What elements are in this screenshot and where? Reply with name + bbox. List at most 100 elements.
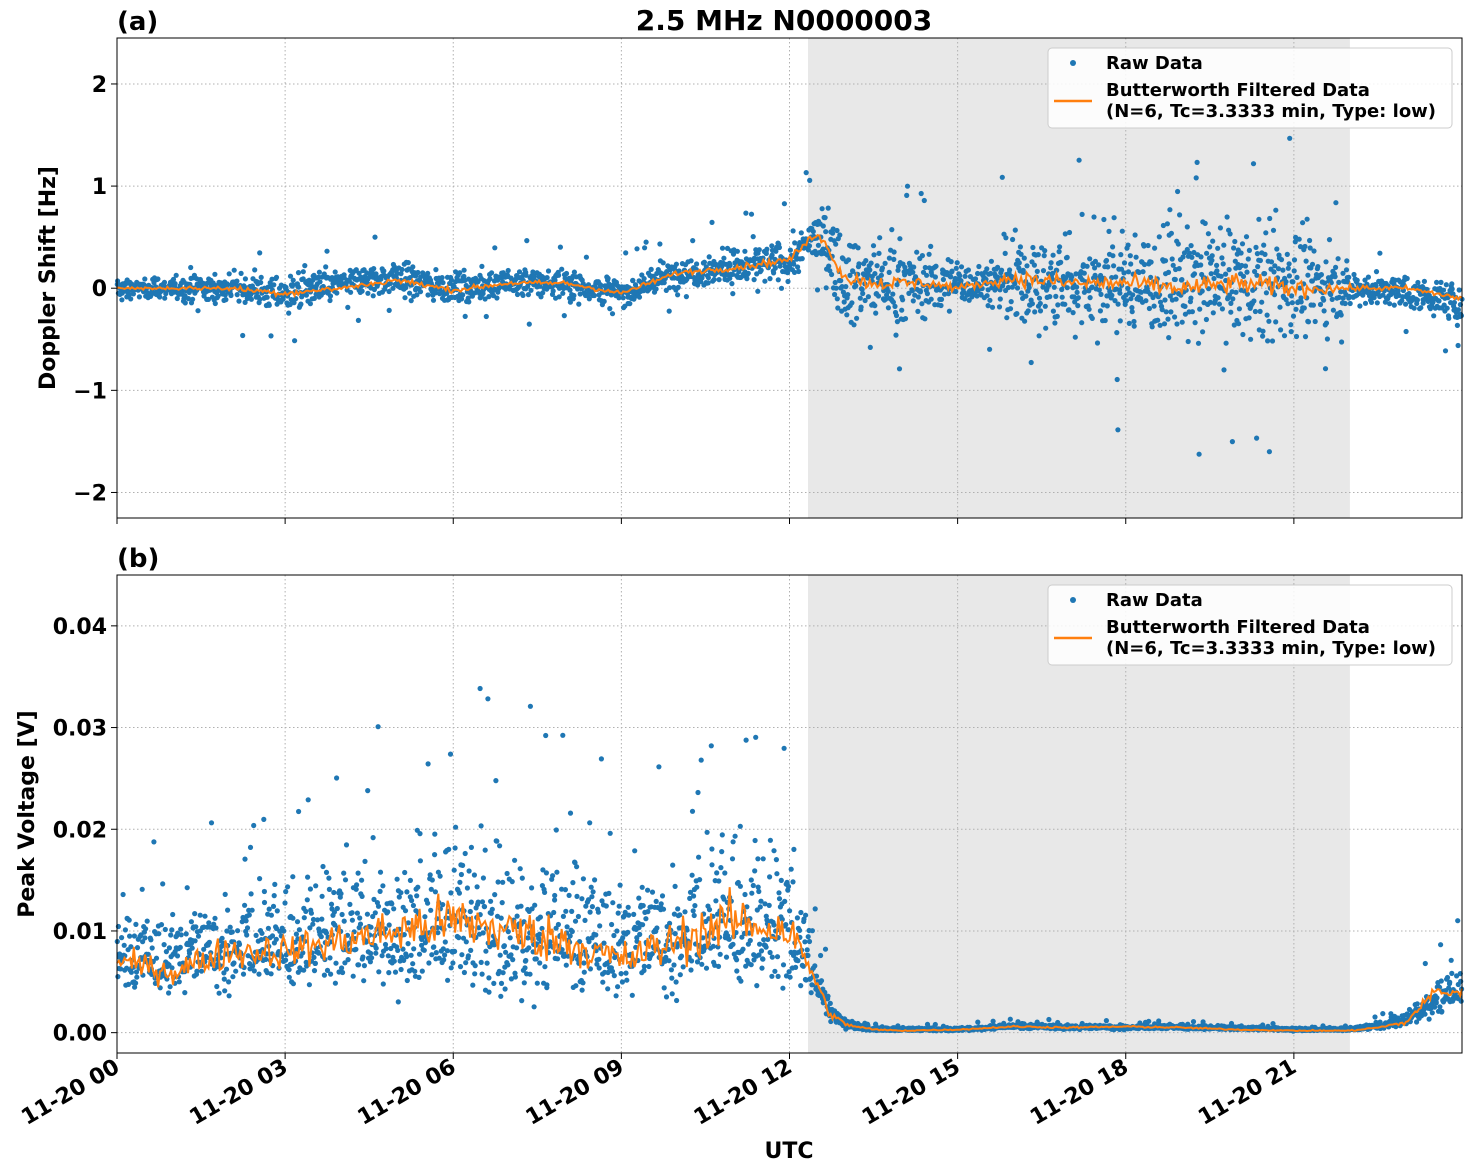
raw-data-point <box>121 942 127 948</box>
legend-raw-label: Raw Data <box>1106 53 1203 74</box>
raw-data-point <box>167 984 173 990</box>
raw-data-point <box>581 969 587 975</box>
raw-data-point <box>537 914 544 920</box>
raw-data-point <box>600 979 606 985</box>
raw-data-point <box>349 917 355 923</box>
raw-data-point <box>637 931 643 938</box>
raw-data-point <box>771 922 777 928</box>
raw-data-point <box>459 296 465 302</box>
raw-data-point <box>742 248 748 254</box>
raw-data-point <box>418 274 424 280</box>
raw-data-point <box>767 874 773 880</box>
raw-data-point <box>623 970 629 976</box>
raw-data-point <box>355 317 361 323</box>
raw-data-point <box>857 295 863 301</box>
raw-data-point <box>1440 287 1447 293</box>
raw-data-point <box>1195 340 1202 346</box>
raw-data-point <box>1300 220 1306 226</box>
raw-data-point <box>1031 262 1037 268</box>
raw-data-point <box>653 286 659 292</box>
raw-data-point <box>353 267 359 273</box>
raw-data-point <box>560 290 566 296</box>
raw-data-point <box>1255 264 1261 270</box>
raw-data-point <box>1175 241 1181 247</box>
raw-data-point <box>885 288 891 294</box>
raw-data-point <box>461 969 467 976</box>
raw-data-point <box>158 922 165 928</box>
raw-data-point <box>486 975 492 981</box>
raw-data-point <box>353 946 359 952</box>
raw-data-point <box>1284 251 1290 257</box>
raw-data-point <box>550 873 556 879</box>
raw-data-point <box>286 310 292 316</box>
raw-data-point <box>296 808 302 815</box>
raw-data-point <box>810 228 816 235</box>
raw-data-point <box>143 926 149 932</box>
raw-data-point <box>1456 287 1462 293</box>
y-axis-label-a: Doppler Shift [Hz] <box>36 166 61 390</box>
raw-data-point <box>778 877 784 884</box>
raw-data-point <box>1250 161 1257 167</box>
raw-data-point <box>812 906 818 912</box>
raw-data-point <box>1103 1018 1109 1024</box>
raw-data-point <box>690 238 696 244</box>
raw-data-point <box>672 883 678 890</box>
raw-data-point <box>1219 306 1225 312</box>
raw-data-point <box>933 263 939 269</box>
raw-data-point <box>1374 300 1380 306</box>
raw-data-point <box>402 295 408 301</box>
raw-data-point <box>1004 315 1010 321</box>
raw-data-point <box>166 990 172 996</box>
raw-data-point <box>242 902 248 908</box>
raw-data-point <box>1257 257 1263 264</box>
raw-data-point <box>144 918 150 924</box>
raw-data-point <box>479 899 486 905</box>
raw-data-point <box>1436 298 1442 304</box>
raw-data-point <box>1214 262 1220 268</box>
raw-data-point <box>755 856 761 862</box>
raw-data-point <box>1102 317 1108 324</box>
raw-data-point <box>231 960 237 966</box>
raw-data-point <box>918 190 924 197</box>
raw-data-point <box>403 285 409 291</box>
raw-data-point <box>615 910 621 916</box>
raw-data-point <box>471 872 477 878</box>
raw-data-point <box>631 911 637 918</box>
raw-data-point <box>1012 227 1018 233</box>
raw-data-point <box>1166 335 1172 341</box>
raw-data-point <box>756 247 762 253</box>
raw-data-point <box>1203 316 1209 323</box>
raw-data-point <box>837 232 843 238</box>
raw-data-point <box>439 275 445 281</box>
raw-data-point <box>1184 224 1190 230</box>
raw-data-point <box>142 276 148 282</box>
raw-data-point <box>468 844 474 851</box>
raw-data-point <box>915 294 922 300</box>
raw-data-point <box>1431 313 1437 319</box>
raw-data-point <box>1161 321 1168 327</box>
raw-data-point <box>997 296 1003 302</box>
raw-data-point <box>900 297 906 303</box>
raw-data-point <box>976 263 982 270</box>
raw-data-point <box>404 889 410 895</box>
raw-data-point <box>238 270 244 276</box>
raw-data-point <box>1351 271 1357 278</box>
raw-data-point <box>797 927 803 934</box>
raw-data-point <box>433 267 439 273</box>
raw-data-point <box>832 291 838 298</box>
raw-data-point <box>290 282 296 288</box>
raw-data-point <box>1315 264 1321 270</box>
raw-data-point <box>1174 321 1180 327</box>
raw-data-point <box>223 966 230 972</box>
raw-data-point <box>814 287 821 293</box>
raw-data-point <box>829 271 835 278</box>
raw-data-point <box>1224 214 1230 220</box>
raw-data-point <box>1204 250 1210 256</box>
raw-data-point <box>1050 252 1056 258</box>
raw-data-point <box>347 901 353 908</box>
raw-data-point <box>442 939 448 945</box>
raw-data-point <box>465 953 471 959</box>
raw-data-point <box>1305 272 1311 278</box>
raw-data-point <box>958 278 964 284</box>
raw-data-point <box>627 301 633 307</box>
